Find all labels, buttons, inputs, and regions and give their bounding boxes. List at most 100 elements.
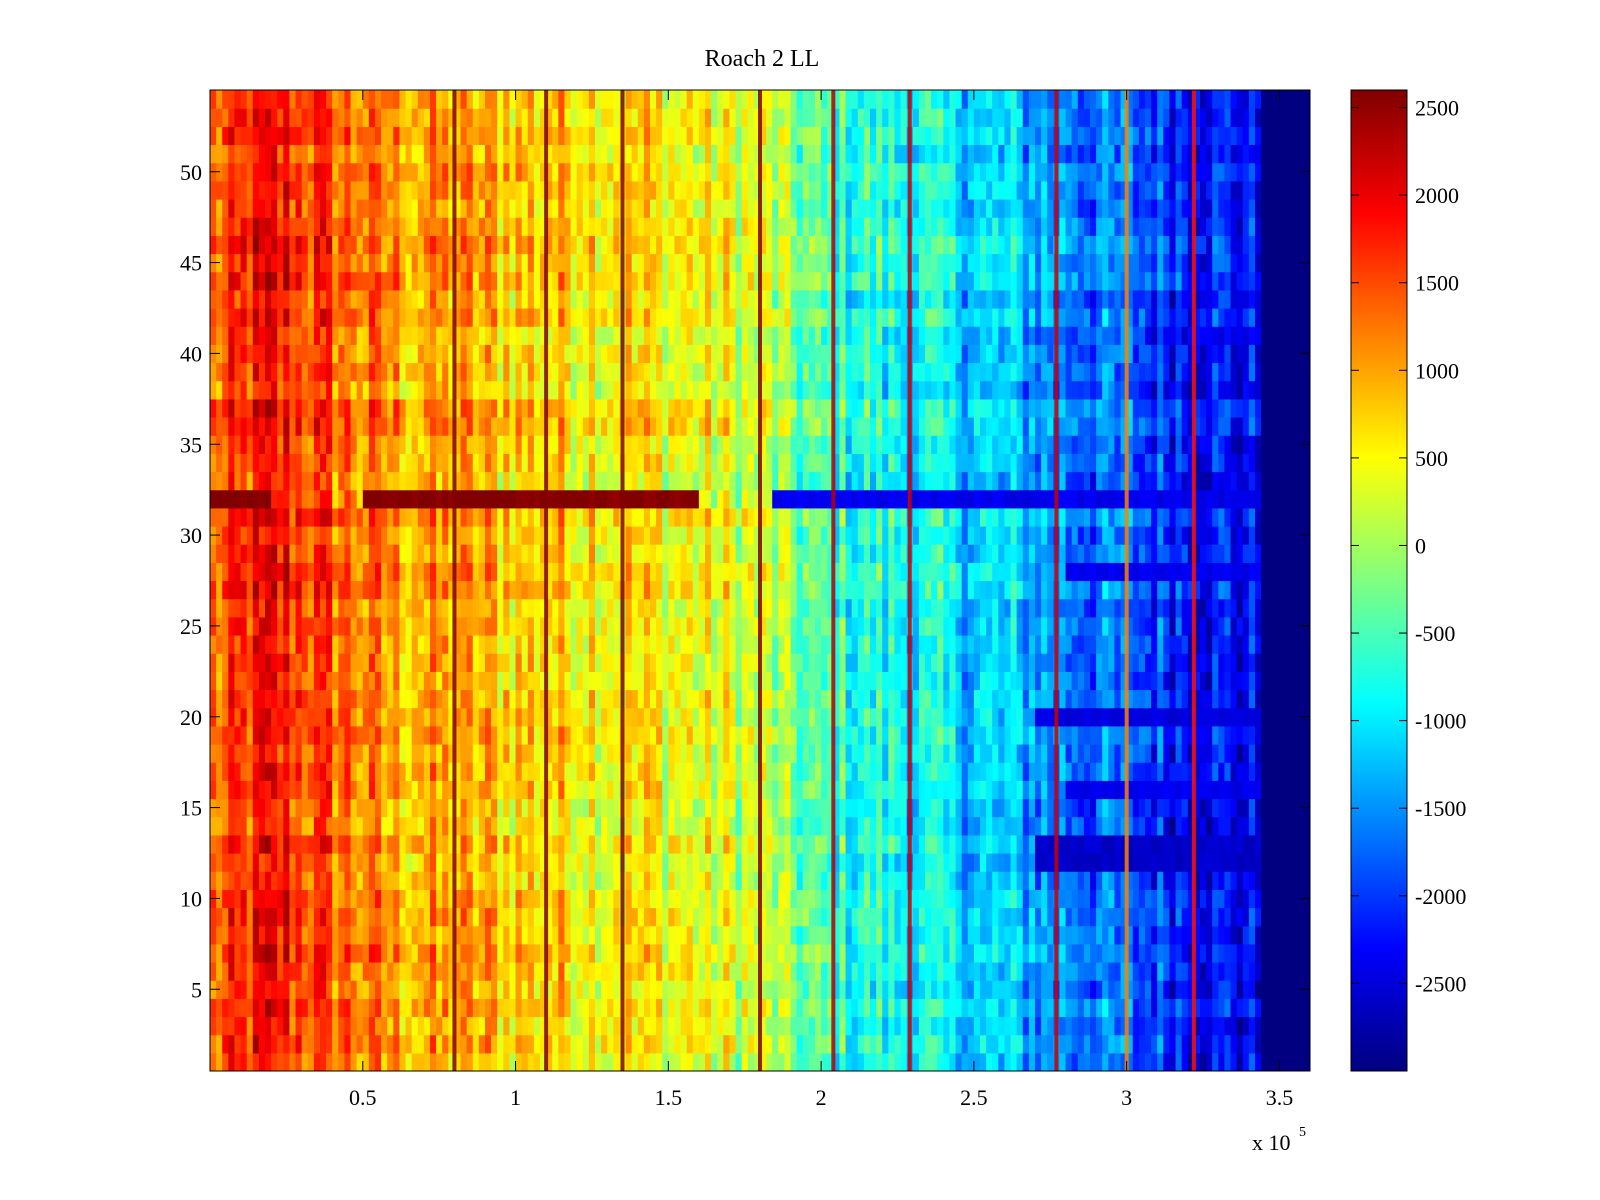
heatmap-cell — [307, 489, 315, 509]
heatmap-cell — [338, 907, 346, 927]
heatmap-cell — [674, 653, 682, 672]
heatmap-cell — [509, 526, 517, 545]
heatmap-cell — [375, 562, 382, 582]
heatmap-cell — [228, 635, 236, 654]
heatmap-cell — [766, 871, 773, 890]
heatmap-cell — [729, 562, 737, 582]
heatmap-cell — [350, 380, 358, 400]
heatmap-cell — [576, 344, 584, 364]
heatmap-cell — [686, 380, 694, 400]
heatmap-cell — [411, 943, 419, 963]
heatmap-cell — [454, 289, 462, 309]
heatmap-cell — [711, 816, 718, 836]
heatmap-cell — [320, 689, 327, 709]
heatmap-cell — [240, 453, 248, 473]
heatmap-cell — [582, 344, 590, 364]
heatmap-cell — [271, 816, 278, 836]
heatmap-cell — [631, 653, 639, 672]
heatmap-cell — [271, 762, 278, 781]
heatmap-cell — [637, 671, 645, 691]
heatmap-cell — [375, 853, 382, 872]
heatmap-cell — [723, 126, 731, 146]
heatmap-cell — [588, 489, 596, 509]
heatmap-cell — [210, 453, 217, 473]
heatmap-cell — [466, 562, 474, 582]
heatmap-cell — [375, 871, 382, 890]
heatmap-cell — [326, 907, 333, 927]
heatmap-cell — [411, 144, 419, 164]
heatmap-cell — [338, 380, 346, 400]
heatmap-cell — [430, 707, 437, 727]
heatmap-cell — [460, 435, 468, 454]
heatmap-cell — [503, 544, 511, 563]
heatmap-cell — [766, 853, 773, 872]
heatmap-cell — [332, 998, 339, 1018]
heatmap-cell — [595, 526, 602, 545]
heatmap-cell — [674, 816, 682, 836]
heatmap-cell — [540, 598, 547, 618]
heatmap-cell — [729, 925, 737, 945]
heatmap-cell — [576, 126, 584, 146]
heatmap-cell — [332, 471, 339, 491]
heatmap-cell — [582, 980, 590, 999]
heatmap-cell — [362, 326, 370, 345]
heatmap-cell — [650, 326, 657, 345]
heatmap-cell — [442, 235, 449, 255]
heatmap-cell — [631, 526, 639, 545]
heatmap-cell — [423, 362, 431, 382]
heatmap-cell — [735, 471, 743, 491]
heatmap-cell — [381, 417, 388, 436]
heatmap-cell — [448, 271, 456, 291]
heatmap-cell — [533, 816, 541, 836]
heatmap-cell — [222, 217, 229, 236]
heatmap-cell — [466, 180, 474, 200]
heatmap-cell — [766, 562, 773, 582]
heatmap-cell — [760, 199, 767, 218]
heatmap-cell — [533, 326, 541, 345]
heatmap-cell — [320, 308, 327, 327]
heatmap-cell — [521, 1052, 529, 1071]
heatmap-cell — [350, 235, 358, 255]
heatmap-cell — [509, 253, 517, 273]
heatmap-cell — [613, 453, 621, 473]
heatmap-cell — [252, 635, 260, 654]
heatmap-cell — [680, 289, 688, 309]
heatmap-cell — [692, 235, 700, 255]
heatmap-cell — [717, 108, 724, 127]
heatmap-cell — [442, 526, 449, 545]
heatmap-cell — [405, 362, 413, 382]
heatmap-cell — [766, 90, 773, 109]
heatmap-cell — [613, 289, 621, 309]
heatmap-cell — [423, 162, 431, 182]
heatmap-cell — [509, 1016, 517, 1036]
heatmap-cell — [399, 162, 407, 182]
heatmap-cell — [332, 126, 339, 146]
heatmap-cell — [662, 943, 669, 963]
heatmap-cell — [686, 853, 694, 872]
heatmap-cell — [485, 1052, 492, 1071]
heatmap-cell — [631, 943, 639, 963]
heatmap-cell — [705, 308, 712, 327]
heatmap-cell — [558, 853, 566, 872]
heatmap-cell — [326, 380, 333, 400]
heatmap-cell — [674, 271, 682, 291]
heatmap-cell — [588, 853, 596, 872]
heatmap-cell — [222, 889, 229, 909]
heatmap-cell — [533, 453, 541, 473]
heatmap-cell — [576, 925, 584, 945]
heatmap-cell — [729, 289, 737, 309]
heatmap-cell — [613, 162, 621, 182]
heatmap-cell — [601, 380, 608, 400]
heatmap-cell — [527, 780, 535, 800]
heatmap-cell — [656, 344, 663, 364]
heatmap-cell — [625, 1016, 633, 1036]
heatmap-cell — [240, 671, 248, 691]
heatmap-cell — [381, 526, 388, 545]
heatmap-cell — [362, 616, 370, 636]
heatmap-cell — [680, 162, 688, 182]
heatmap-cell — [637, 889, 645, 909]
heatmap-cell — [552, 1052, 559, 1071]
heatmap-cell — [485, 108, 492, 127]
heatmap-cell — [766, 943, 773, 963]
heatmap-cell — [381, 271, 388, 291]
